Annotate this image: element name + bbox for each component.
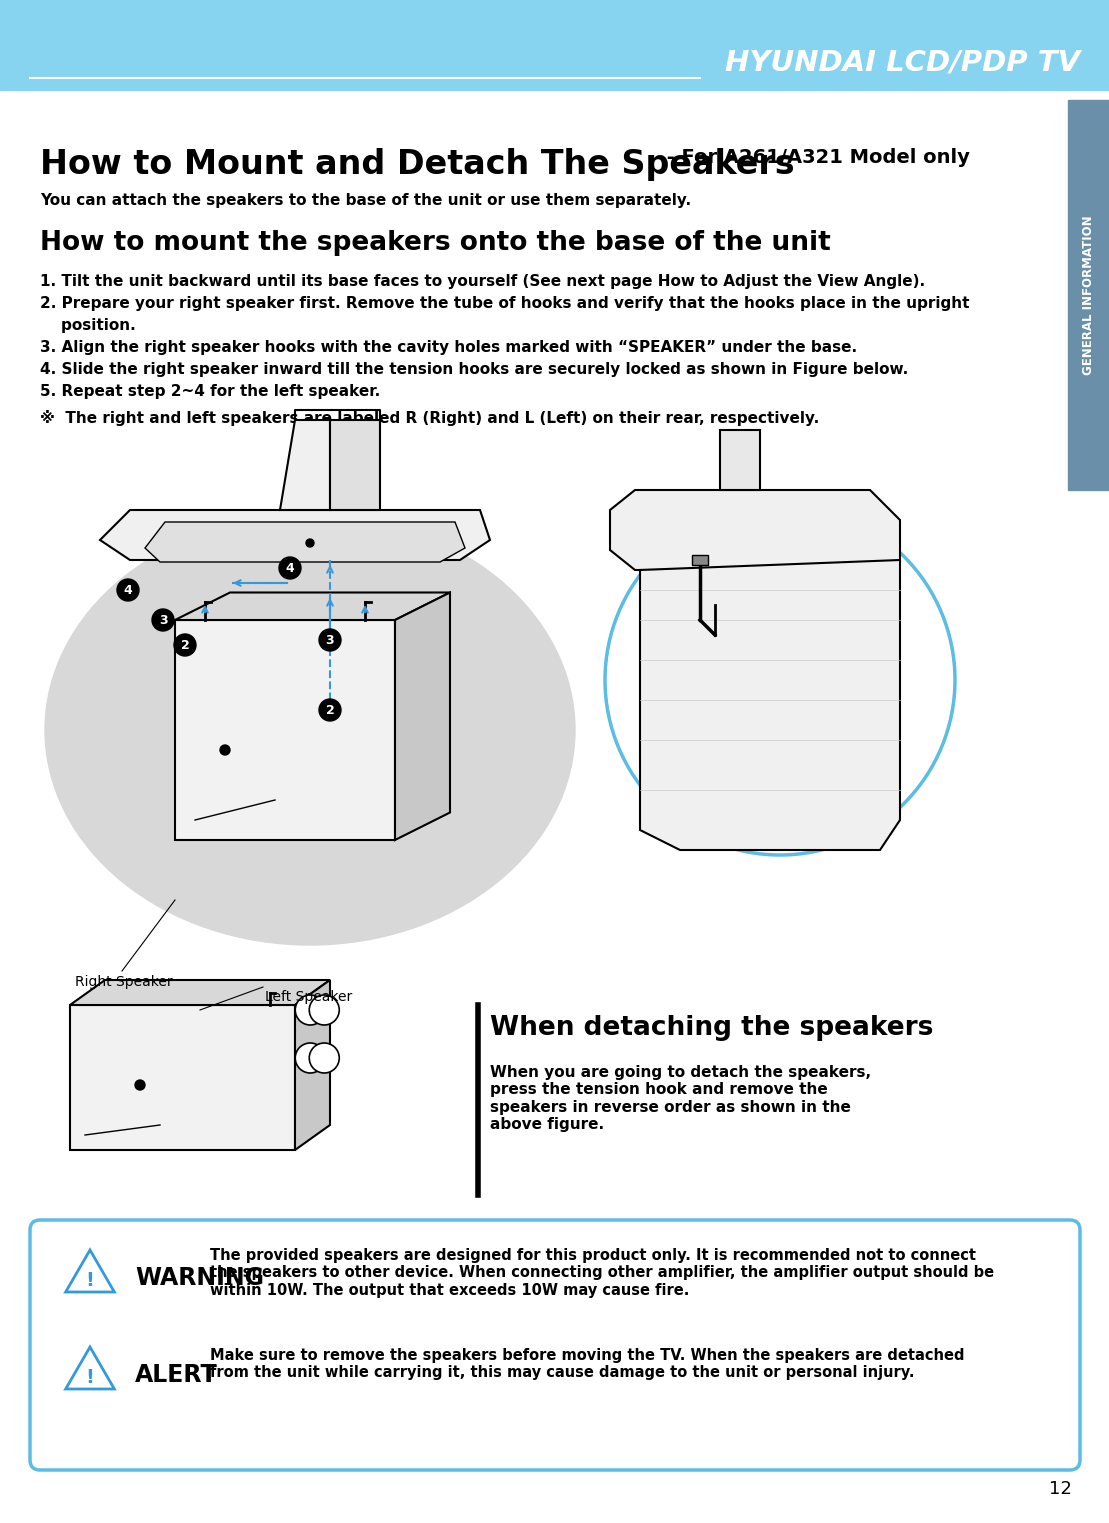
Polygon shape: [175, 620, 395, 841]
Polygon shape: [70, 979, 330, 1005]
Text: 4: 4: [286, 562, 294, 574]
Text: !: !: [85, 1272, 94, 1290]
Text: 3. Align the right speaker hooks with the cavity holes marked with “SPEAKER” und: 3. Align the right speaker hooks with th…: [40, 340, 857, 355]
Text: position.: position.: [40, 318, 135, 334]
Circle shape: [135, 1080, 145, 1090]
Text: HYUNDAI LCD/PDP TV: HYUNDAI LCD/PDP TV: [725, 49, 1080, 76]
Bar: [1068, 101, 1109, 490]
Polygon shape: [395, 592, 450, 841]
Circle shape: [309, 995, 339, 1025]
Circle shape: [309, 1043, 339, 1074]
Circle shape: [606, 506, 955, 854]
Polygon shape: [720, 429, 760, 490]
Circle shape: [319, 629, 340, 650]
Polygon shape: [295, 979, 330, 1150]
Text: When you are going to detach the speakers,
press the tension hook and remove the: When you are going to detach the speaker…: [490, 1065, 872, 1132]
Circle shape: [306, 539, 314, 547]
Circle shape: [295, 995, 325, 1025]
Text: - For A261/A321 Model only: - For A261/A321 Model only: [660, 148, 970, 168]
Text: 3: 3: [159, 614, 167, 626]
Text: The provided speakers are designed for this product only. It is recommended not : The provided speakers are designed for t…: [210, 1247, 994, 1298]
Circle shape: [174, 634, 196, 656]
Polygon shape: [145, 522, 465, 562]
Text: 2: 2: [181, 638, 190, 652]
Polygon shape: [640, 560, 901, 850]
Polygon shape: [175, 592, 450, 620]
Text: 5. Repeat step 2~4 for the left speaker.: 5. Repeat step 2~4 for the left speaker.: [40, 384, 380, 399]
Text: 3: 3: [326, 634, 334, 646]
Text: 2: 2: [326, 704, 335, 716]
Text: GENERAL INFORMATION: GENERAL INFORMATION: [1082, 215, 1095, 375]
Polygon shape: [330, 420, 380, 510]
Circle shape: [295, 1043, 325, 1074]
Circle shape: [319, 699, 340, 720]
Polygon shape: [100, 510, 490, 560]
Text: 4: 4: [123, 583, 132, 597]
Ellipse shape: [45, 515, 574, 944]
Text: 2. Prepare your right speaker first. Remove the tube of hooks and verify that th: 2. Prepare your right speaker first. Rem…: [40, 295, 969, 311]
Text: How to Mount and Detach The Speakers: How to Mount and Detach The Speakers: [40, 148, 795, 181]
Polygon shape: [65, 1250, 114, 1292]
Text: 4. Slide the right speaker inward till the tension hooks are securely locked as : 4. Slide the right speaker inward till t…: [40, 362, 908, 378]
Text: You can attach the speakers to the base of the unit or use them separately.: You can attach the speakers to the base …: [40, 193, 691, 209]
Polygon shape: [65, 1346, 114, 1389]
Circle shape: [118, 579, 139, 602]
Circle shape: [279, 557, 301, 579]
Circle shape: [220, 745, 230, 755]
Polygon shape: [610, 490, 901, 570]
Text: How to mount the speakers onto the base of the unit: How to mount the speakers onto the base …: [40, 230, 831, 256]
Text: WARNING: WARNING: [135, 1266, 264, 1290]
Text: When detaching the speakers: When detaching the speakers: [490, 1014, 934, 1042]
Bar: [0, 0, 1109, 90]
Text: ALERT: ALERT: [135, 1363, 217, 1387]
Text: Left Speaker: Left Speaker: [265, 990, 353, 1004]
Text: ※  The right and left speakers are labeled R (Right) and L (Left) on their rear,: ※ The right and left speakers are labele…: [40, 410, 820, 426]
Text: 12: 12: [1049, 1480, 1072, 1499]
Polygon shape: [692, 554, 708, 565]
Polygon shape: [279, 420, 330, 510]
Text: !: !: [85, 1368, 94, 1387]
Text: 1. Tilt the unit backward until its base faces to yourself (See next page How to: 1. Tilt the unit backward until its base…: [40, 274, 925, 289]
Circle shape: [152, 609, 174, 631]
Text: Right Speaker: Right Speaker: [75, 975, 173, 988]
Text: Make sure to remove the speakers before moving the TV. When the speakers are det: Make sure to remove the speakers before …: [210, 1348, 965, 1380]
FancyBboxPatch shape: [30, 1220, 1080, 1470]
Polygon shape: [70, 1005, 295, 1150]
